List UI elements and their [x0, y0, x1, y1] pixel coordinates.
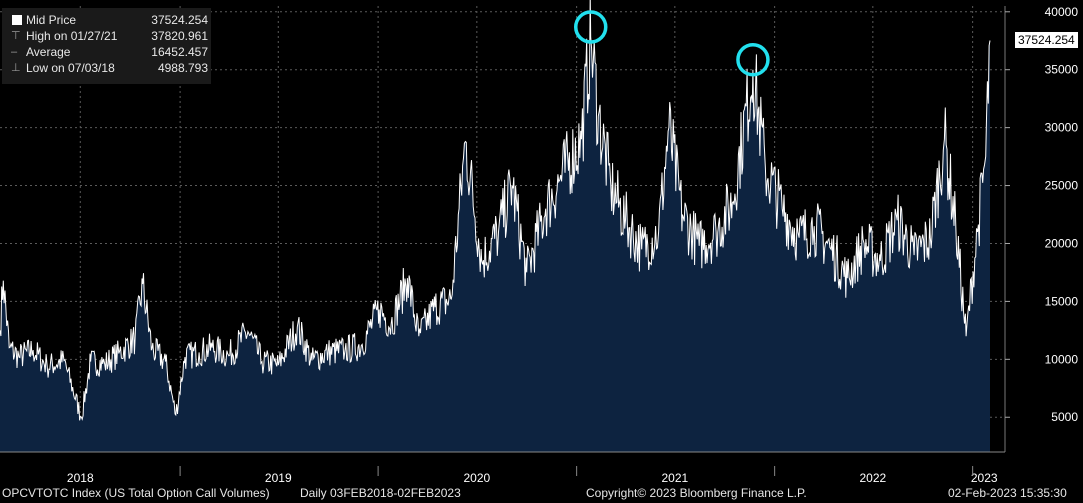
legend-value: 4988.793 — [157, 61, 208, 75]
legend-panel: Mid Price 37524.254 ⊤ High on 01/27/21 3… — [2, 8, 211, 84]
x-tick-label: 2019 — [265, 471, 292, 485]
legend-label: High on 01/27/21 — [26, 29, 118, 43]
legend-label: Mid Price — [26, 13, 77, 27]
last-value-label: 37524.254 — [1015, 32, 1078, 48]
footer-copyright: Copyright© 2023 Bloomberg Finance L.P. — [586, 486, 807, 500]
x-tick-label: 2021 — [661, 471, 688, 485]
y-axis: 5000 10000 15000 20000 25000 30000 35000 40000 — [1005, 5, 1078, 424]
legend-row-high: ⊤ High on 01/27/21 37820.961 — [2, 28, 211, 44]
high-marker-icon: ⊤ — [11, 30, 21, 42]
footer-range: Daily 03FEB2018-02FEB2023 — [300, 486, 461, 500]
series-area — [0, 0, 990, 452]
legend-value: 16452.457 — [151, 45, 208, 59]
footer-timestamp: 02-Feb-2023 15:35:30 — [948, 486, 1067, 500]
y-tick-label: 5000 — [1051, 410, 1078, 424]
highlight-circle — [736, 42, 770, 77]
y-tick-label: 25000 — [1045, 179, 1079, 193]
series-line — [0, 0, 991, 421]
y-tick-label: 20000 — [1045, 236, 1079, 250]
x-tick-label: 2020 — [463, 471, 490, 485]
x-axis: 2018 2019 2020 2021 2022 2023 — [0, 451, 1083, 485]
y-tick-label: 10000 — [1045, 352, 1079, 366]
legend-value: 37820.961 — [151, 29, 208, 43]
legend-row-mid-price[interactable]: Mid Price 37524.254 — [2, 12, 211, 28]
y-tick-label: 30000 — [1045, 121, 1079, 135]
footer-bar: OPCVTOTC Index (US Total Option Call Vol… — [0, 483, 1083, 503]
low-marker-icon: ⊥ — [11, 62, 21, 74]
legend-row-low: ⊥ Low on 07/03/18 4988.793 — [2, 60, 211, 76]
footer-ticker: OPCVTOTC Index (US Total Option Call Vol… — [2, 486, 270, 500]
highlight-markers — [573, 10, 770, 77]
x-axis-band — [0, 452, 1083, 483]
average-marker-icon: – — [11, 46, 18, 58]
x-tick-label: 2018 — [67, 471, 94, 485]
x-tick-label: 2023 — [971, 471, 998, 485]
y-tick-label: 35000 — [1045, 63, 1079, 77]
y-tick-label: 40000 — [1045, 5, 1079, 19]
legend-row-average: – Average 16452.457 — [2, 44, 211, 60]
legend-label: Low on 07/03/18 — [26, 61, 115, 75]
x-tick-label: 2022 — [859, 471, 886, 485]
y-tick-label: 15000 — [1045, 294, 1079, 308]
legend-label: Average — [26, 45, 71, 59]
series-swatch-icon — [12, 15, 22, 25]
legend-value: 37524.254 — [151, 13, 208, 27]
highlight-circle — [573, 10, 608, 44]
